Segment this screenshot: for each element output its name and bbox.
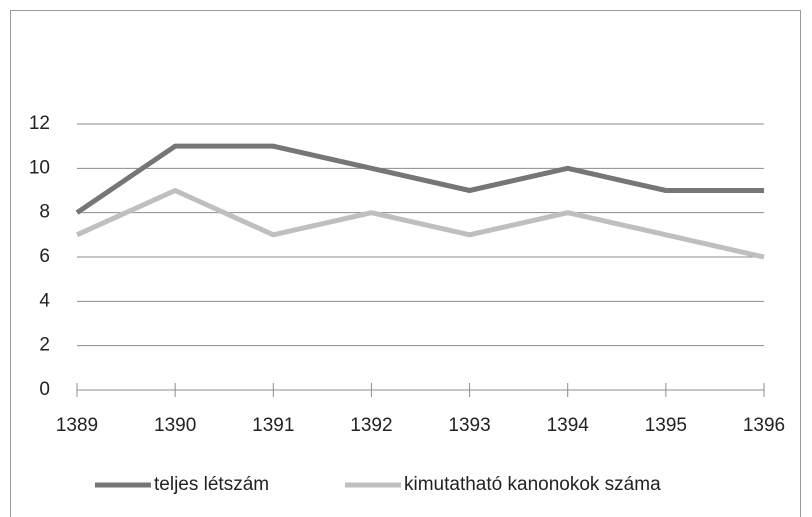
- y-tick-label: 4: [39, 290, 50, 311]
- x-tick-label: 1394: [547, 415, 590, 436]
- x-tick-label: 1389: [56, 415, 98, 436]
- x-tick-label: 1396: [743, 415, 785, 436]
- y-tick-label: 8: [39, 202, 50, 223]
- y-tick-label: 12: [29, 113, 50, 134]
- x-tick-label: 1390: [154, 415, 196, 436]
- x-tick-label: 1393: [448, 415, 490, 436]
- chart-border: [10, 10, 801, 517]
- legend-label: kimutatható kanonokok száma: [404, 474, 661, 495]
- series-line: [75, 188, 765, 260]
- legend-label: teljes létszám: [154, 474, 269, 495]
- x-tick-label: 1391: [252, 415, 294, 436]
- x-tick-label: 1395: [645, 415, 687, 436]
- y-tick-label: 2: [39, 335, 50, 356]
- series-line: [75, 143, 764, 215]
- y-tick-label: 10: [29, 157, 50, 178]
- y-tick-label: 0: [39, 379, 50, 400]
- y-tick-label: 6: [39, 246, 50, 267]
- x-tick-label: 1392: [350, 415, 392, 436]
